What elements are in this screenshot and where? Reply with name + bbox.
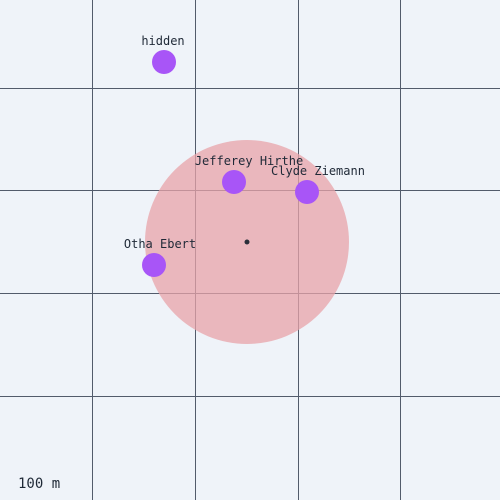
center-point bbox=[244, 239, 250, 245]
marker-group[interactable]: Jefferey Hirthe bbox=[195, 154, 303, 194]
person-label: Clyde Ziemann bbox=[271, 164, 365, 178]
person-marker[interactable] bbox=[142, 253, 166, 277]
person-label: Jefferey Hirthe bbox=[195, 154, 303, 168]
scale-label: 100 m bbox=[18, 476, 61, 492]
marker-group[interactable]: Clyde Ziemann bbox=[271, 164, 365, 204]
person-marker[interactable] bbox=[295, 180, 319, 204]
person-label: Otha Ebert bbox=[124, 237, 196, 251]
person-label: hidden bbox=[141, 34, 184, 48]
person-marker[interactable] bbox=[152, 50, 176, 74]
marker-group[interactable]: Otha Ebert bbox=[124, 237, 196, 277]
marker-group[interactable]: hidden bbox=[141, 34, 185, 74]
person-marker[interactable] bbox=[222, 170, 246, 194]
